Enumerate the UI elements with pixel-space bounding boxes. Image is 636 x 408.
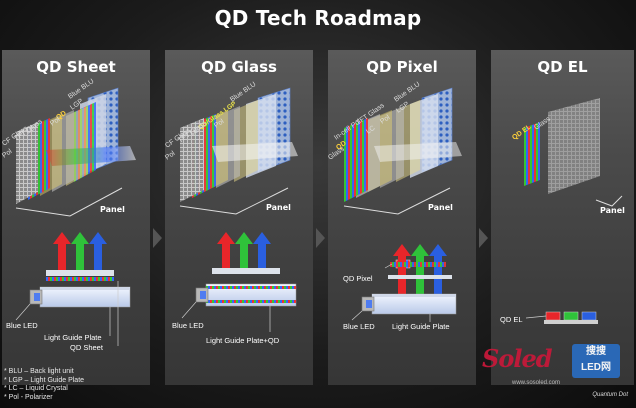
callout-light-guide-plate: Light Guide Plate — [392, 322, 450, 331]
panel-bracket — [343, 187, 451, 215]
panel-label: Panel — [100, 205, 125, 214]
callout-qd-el: QD EL — [500, 315, 523, 324]
column-heading: QD Pixel — [366, 58, 438, 76]
column-qd-el: QD EL — [491, 50, 634, 385]
layer-label: Pol — [49, 116, 62, 128]
panel-bracket — [179, 187, 289, 215]
callout-light-guide-plate: Light Guide Plate — [44, 333, 102, 342]
qd-glass-cross-section — [181, 232, 297, 332]
arrow-right-icon — [479, 228, 488, 248]
layer-label: Pol — [164, 150, 177, 162]
abbreviation-legend: * BLU – Back light unit * LGP – Light Gu… — [4, 368, 84, 402]
watermark-badge-line: LED网 — [581, 362, 611, 373]
column-heading: QD Sheet — [36, 58, 116, 76]
watermark-badge: 搜搜 LED网 — [572, 344, 620, 378]
callout-blue-led: Blue LED — [6, 321, 38, 330]
layer-label: Pol — [379, 114, 392, 126]
legend-item: * BLU – Back light unit — [4, 368, 74, 375]
panel-bracket — [595, 195, 623, 207]
layer-label: QD — [55, 110, 68, 122]
layer-label: LC — [365, 125, 376, 136]
qd-el-layer-stack — [524, 98, 600, 194]
callout-blue-led: Blue LED — [172, 321, 204, 330]
watermark-badge-line: 搜搜 — [586, 346, 606, 357]
qd-glass-layer-stack — [180, 87, 298, 202]
column-heading: QD EL — [537, 58, 588, 76]
legend-item: * Pol - Polarizer — [4, 393, 53, 401]
watermark-logo: Soled — [482, 344, 553, 373]
watermark: Soled 搜搜 LED网 www.sosoled.com Quantum Do… — [472, 340, 632, 400]
layer-label: QD — [335, 140, 348, 152]
callout-light-guide-plate-qd: Light Guide Plate+QD — [206, 336, 280, 345]
panel-bracket — [15, 187, 123, 217]
qd-pixel-cross-section — [351, 244, 457, 322]
qd-sheet-layer-stack — [16, 87, 136, 204]
arrow-right-icon — [153, 228, 162, 248]
legend-item: * LC – Liquid Crystal — [4, 385, 68, 392]
callout-qd-pixel: QD Pixel — [343, 274, 373, 283]
arrow-right-icon — [316, 228, 325, 248]
brand-credit: Quantum Dot — [592, 392, 628, 398]
qd-sheet-cross-section — [15, 232, 131, 346]
column-qd-sheet: QD Sheet — [2, 50, 150, 385]
column-heading: QD Glass — [201, 58, 277, 76]
panel-label: Panel — [428, 203, 453, 212]
layer-label: LC — [25, 125, 36, 136]
layer-label: Pol — [1, 148, 14, 160]
layer-label: LC — [189, 127, 200, 138]
legend-item: * LGP – Light Guide Plate — [4, 376, 85, 384]
panel-label: Panel — [266, 203, 291, 212]
qd-el-cross-section — [525, 311, 598, 324]
callout-blue-led: Blue LED — [343, 322, 375, 331]
page-title: QD Tech Roadmap — [214, 6, 422, 30]
layer-label: Pol — [213, 118, 226, 130]
layer-label: Blue BLU — [393, 81, 421, 104]
qd-pixel-layer-stack — [344, 87, 462, 202]
watermark-url: www.sosoled.com — [512, 380, 561, 386]
callout-qd-sheet: QD Sheet — [70, 343, 104, 352]
panel-label: Panel — [600, 206, 625, 215]
